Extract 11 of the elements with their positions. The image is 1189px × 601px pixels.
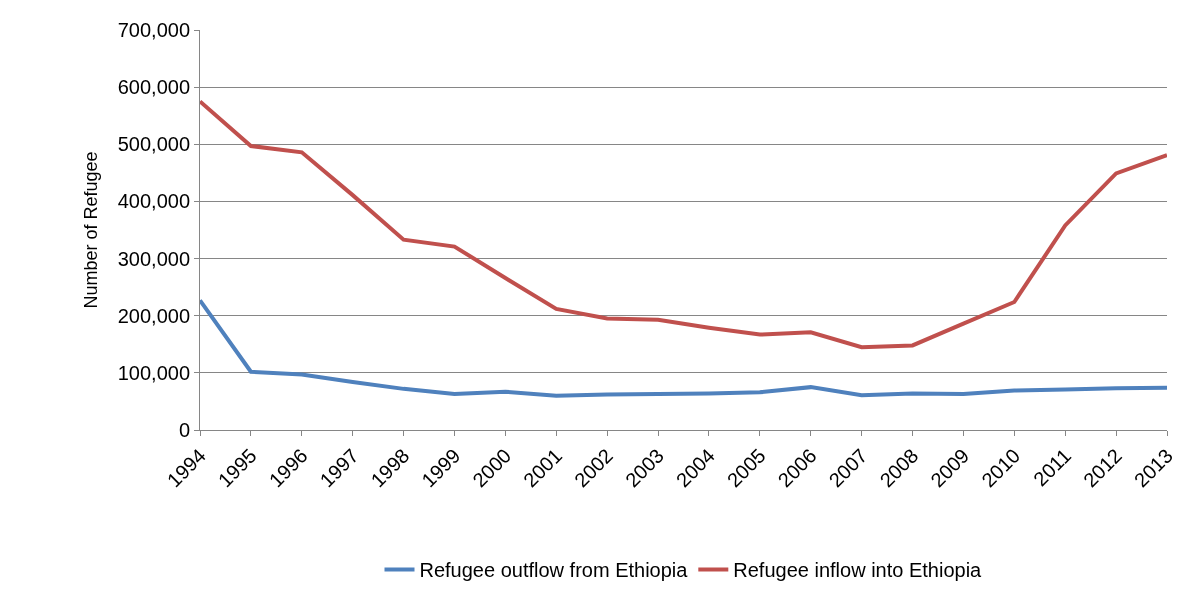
y-tick-label: 500,000 — [117, 133, 190, 156]
y-tick-label: 0 — [178, 419, 190, 441]
legend-label: Refugee outflow from Ethiopia — [419, 559, 689, 582]
y-tick-label: 300,000 — [117, 247, 190, 270]
y-tick-label: 700,000 — [117, 19, 190, 41]
y-tick-label: 600,000 — [117, 76, 190, 99]
y-tick-label: 200,000 — [117, 304, 190, 327]
y-tick-label: 100,000 — [117, 361, 190, 384]
legend-label: Refugee inflow into Ethiopia — [733, 559, 983, 582]
y-axis-title: Number of Refugee — [80, 151, 101, 309]
y-tick-label: 400,000 — [117, 190, 190, 213]
